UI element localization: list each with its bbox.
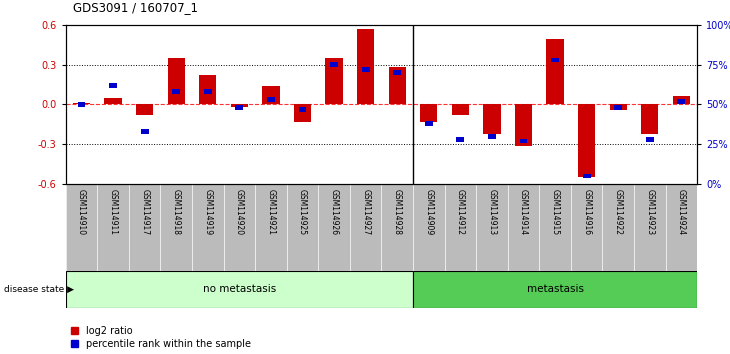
Text: GSM114910: GSM114910 bbox=[77, 188, 86, 235]
Bar bbox=[361, 67, 369, 72]
Text: GSM114924: GSM114924 bbox=[677, 188, 686, 235]
Bar bbox=[641, 104, 658, 133]
Bar bbox=[393, 70, 402, 75]
Bar bbox=[326, 58, 343, 104]
Text: GSM114915: GSM114915 bbox=[550, 188, 560, 235]
Bar bbox=[610, 104, 627, 110]
Bar bbox=[299, 107, 307, 112]
Bar bbox=[520, 139, 528, 143]
Bar bbox=[456, 137, 464, 142]
Bar bbox=[677, 99, 685, 104]
Text: GSM114912: GSM114912 bbox=[456, 188, 465, 234]
Text: GSM114921: GSM114921 bbox=[266, 188, 275, 234]
Text: GDS3091 / 160707_1: GDS3091 / 160707_1 bbox=[73, 1, 198, 14]
Bar bbox=[204, 89, 212, 94]
Bar bbox=[141, 129, 149, 134]
Bar bbox=[109, 83, 117, 88]
Legend: log2 ratio, percentile rank within the sample: log2 ratio, percentile rank within the s… bbox=[71, 326, 251, 349]
Text: GSM114927: GSM114927 bbox=[361, 188, 370, 235]
Bar bbox=[136, 104, 153, 115]
Bar bbox=[235, 105, 243, 110]
Bar bbox=[578, 104, 596, 177]
Bar bbox=[420, 104, 437, 122]
Bar bbox=[262, 86, 280, 104]
Text: GSM114914: GSM114914 bbox=[519, 188, 528, 235]
Bar bbox=[172, 89, 180, 94]
Text: GSM114913: GSM114913 bbox=[488, 188, 496, 235]
Text: GSM114922: GSM114922 bbox=[614, 188, 623, 234]
Bar bbox=[199, 75, 217, 104]
Text: GSM114909: GSM114909 bbox=[424, 188, 434, 235]
Bar bbox=[583, 174, 591, 178]
Bar bbox=[488, 134, 496, 139]
Text: GSM114918: GSM114918 bbox=[172, 188, 181, 234]
Bar bbox=[646, 137, 654, 142]
Text: GSM114920: GSM114920 bbox=[235, 188, 244, 235]
Bar bbox=[452, 104, 469, 115]
Bar bbox=[293, 104, 311, 122]
Text: GSM114928: GSM114928 bbox=[393, 188, 402, 234]
Bar bbox=[231, 104, 248, 107]
Text: GSM114923: GSM114923 bbox=[645, 188, 654, 235]
Bar bbox=[77, 102, 85, 107]
Text: GSM114919: GSM114919 bbox=[203, 188, 212, 235]
Bar bbox=[413, 271, 697, 308]
Bar bbox=[167, 58, 185, 104]
Text: GSM114916: GSM114916 bbox=[582, 188, 591, 235]
Bar bbox=[672, 96, 690, 104]
Bar bbox=[267, 97, 275, 102]
Bar bbox=[66, 271, 413, 308]
Bar bbox=[425, 121, 433, 126]
Bar bbox=[388, 67, 406, 104]
Bar bbox=[515, 104, 532, 145]
Text: GSM114917: GSM114917 bbox=[140, 188, 149, 235]
Bar bbox=[483, 104, 501, 133]
Bar bbox=[104, 98, 122, 104]
Text: metastasis: metastasis bbox=[526, 284, 583, 295]
Text: GSM114926: GSM114926 bbox=[329, 188, 339, 235]
Text: no metastasis: no metastasis bbox=[203, 284, 276, 295]
Text: GSM114911: GSM114911 bbox=[109, 188, 118, 234]
Bar bbox=[546, 39, 564, 104]
Bar bbox=[330, 62, 338, 67]
Bar bbox=[614, 105, 622, 110]
Bar bbox=[73, 103, 91, 104]
Text: disease state ▶: disease state ▶ bbox=[4, 285, 74, 294]
Text: GSM114925: GSM114925 bbox=[298, 188, 307, 235]
Bar bbox=[357, 29, 374, 104]
Bar bbox=[551, 57, 559, 62]
